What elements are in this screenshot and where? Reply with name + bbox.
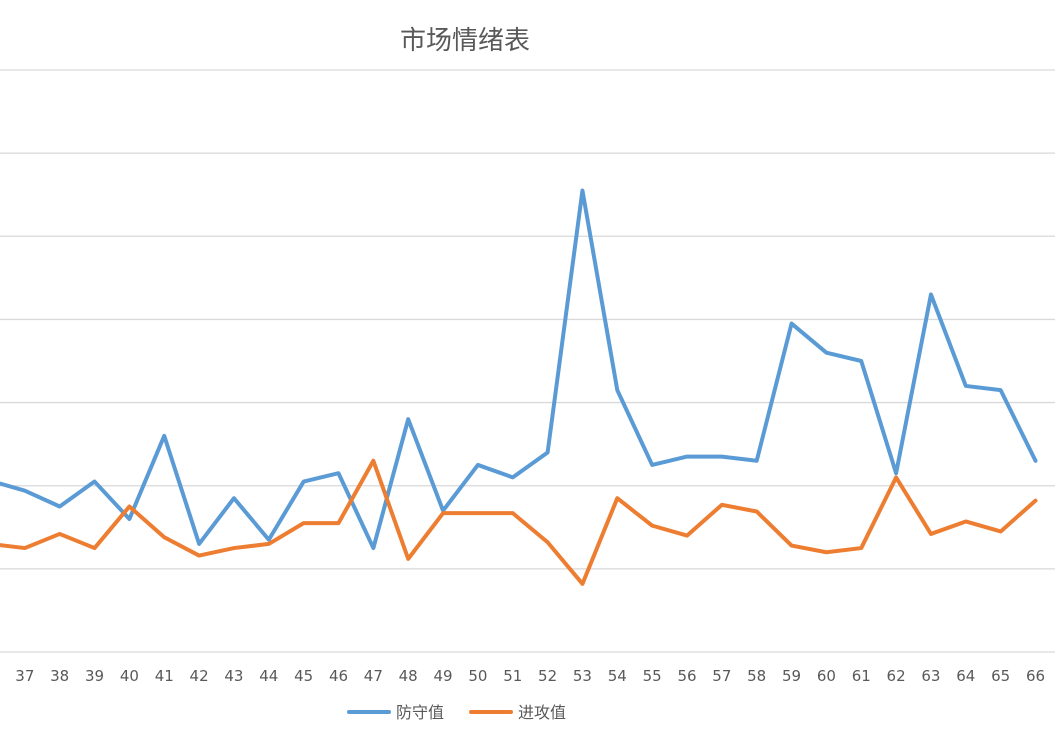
x-tick-label: 50: [468, 667, 487, 685]
x-tick-label: 55: [643, 667, 662, 685]
x-tick-label: 44: [259, 667, 278, 685]
x-tick-label: 58: [747, 667, 766, 685]
series-line-0: [0, 188, 1038, 551]
x-tick-label: 41: [155, 667, 174, 685]
x-tick-label: 66: [1026, 667, 1045, 685]
legend-label: 进攻值: [518, 703, 566, 722]
legend-label: 防守值: [396, 703, 444, 722]
legend-item-1: 进攻值: [469, 703, 566, 722]
legend-item-0: 防守值: [347, 703, 444, 722]
x-tick-label: 47: [364, 667, 383, 685]
series-lines: [0, 188, 1038, 586]
x-tick-label: 48: [399, 667, 418, 685]
x-tick-label: 59: [782, 667, 801, 685]
x-tick-label: 38: [50, 667, 69, 685]
x-tick-label: 49: [434, 667, 453, 685]
chart-title: 市场情绪表: [400, 26, 530, 56]
x-tick-label: 39: [85, 667, 104, 685]
x-tick-label: 51: [503, 667, 522, 685]
x-tick-label: 45: [294, 667, 313, 685]
x-tick-label: 64: [956, 667, 975, 685]
x-tick-label: 40: [120, 667, 139, 685]
x-tick-label: 65: [991, 667, 1010, 685]
x-tick-label: 57: [712, 667, 731, 685]
x-tick-label: 62: [887, 667, 906, 685]
x-tick-label: 43: [224, 667, 243, 685]
x-tick-label: 53: [573, 667, 592, 685]
x-tick-label: 60: [817, 667, 836, 685]
series-line-1: [0, 458, 1038, 586]
x-tick-label: 42: [190, 667, 209, 685]
x-tick-label: 52: [538, 667, 557, 685]
x-tick-label: 56: [677, 667, 696, 685]
x-tick-label: 63: [921, 667, 940, 685]
x-tick-label: 37: [15, 667, 34, 685]
x-tick-label: 46: [329, 667, 348, 685]
x-tick-label: 54: [608, 667, 627, 685]
x-tick-label: 61: [852, 667, 871, 685]
gridlines: [0, 69, 1055, 653]
x-axis-tick-labels: 37 38 39 40 41 42 43 44 45 46 47 48 49 50 51 52 53 54 55 56…: [15, 667, 1045, 685]
legend: 防守值 进攻值: [347, 703, 566, 722]
